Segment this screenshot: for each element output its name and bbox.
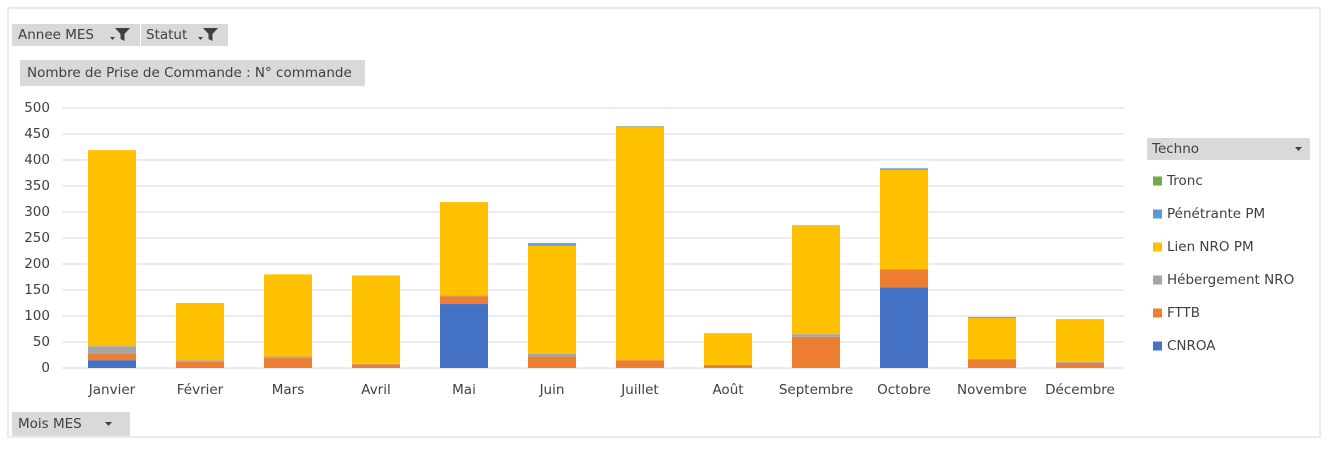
bar-segment [968, 318, 1016, 360]
y-tick-label: 150 [24, 282, 50, 298]
x-tick-label: Février [177, 382, 224, 398]
bar-segment [88, 150, 136, 347]
bar-segment [616, 360, 664, 368]
filter-icon [110, 28, 130, 41]
filter-button[interactable] [12, 24, 140, 46]
value-field-label: Nombre de Prise de Commande : N° command… [27, 65, 352, 81]
y-tick-label: 200 [24, 256, 50, 272]
legend-label: Hébergement NRO [1167, 272, 1294, 288]
bar-segment [352, 275, 400, 364]
value-field-button[interactable] [20, 60, 365, 86]
bar-segment [528, 353, 576, 357]
x-tick-label: Juin [539, 382, 565, 398]
bar-segment [528, 243, 576, 246]
bar-segment [616, 126, 664, 128]
legend-swatch [1153, 242, 1162, 252]
legend-label: FTTB [1167, 305, 1200, 321]
bar-segment [528, 356, 576, 368]
bar-segment [792, 225, 840, 227]
bar-segment [792, 336, 840, 368]
bar-segment [704, 364, 752, 368]
y-tick-label: 350 [24, 178, 50, 194]
legend-swatch [1153, 308, 1162, 318]
filter-label: Annee MES [18, 27, 94, 43]
legend-swatch [1153, 176, 1162, 186]
x-tick-label: Avril [361, 382, 391, 398]
bar-segment [88, 346, 136, 354]
x-tick-label: Novembre [957, 382, 1027, 398]
legend-label: Lien NRO PM [1167, 239, 1254, 255]
y-tick-label: 0 [41, 360, 50, 376]
legend-title-button[interactable] [1147, 138, 1310, 160]
legend-swatch [1153, 275, 1162, 285]
bar-segment [440, 296, 488, 305]
legend-swatch [1153, 341, 1162, 351]
bar-segment [1056, 361, 1104, 363]
bar-segment [792, 226, 840, 335]
legend-label: Pénétrante PM [1167, 206, 1265, 222]
bar-segment [176, 361, 224, 368]
bar-segment [528, 245, 576, 354]
filter-icon [198, 28, 218, 41]
bar-segment [1056, 319, 1104, 362]
x-tick-label: Août [712, 382, 743, 398]
y-tick-label: 50 [33, 334, 50, 350]
bar-segment [704, 333, 752, 365]
bar-segment [352, 364, 400, 368]
bar-segment [264, 356, 312, 359]
bar-segment [968, 317, 1016, 318]
bar-segment [880, 269, 928, 288]
y-tick-label: 500 [24, 100, 50, 116]
y-tick-label: 400 [24, 152, 50, 168]
x-tick-label: Décembre [1045, 382, 1115, 398]
bar-segment [616, 126, 664, 127]
y-tick-label: 300 [24, 204, 50, 220]
bar-segment [880, 168, 928, 170]
y-tick-label: 100 [24, 308, 50, 324]
x-tick-label: Juillet [620, 382, 658, 398]
axis-field-label: Mois MES [18, 416, 82, 432]
legend-label: Tronc [1166, 173, 1203, 189]
bar-segment [176, 360, 224, 362]
x-tick-label: Janvier [88, 382, 136, 398]
x-tick-label: Mars [272, 382, 305, 398]
dropdown-icon [105, 422, 112, 426]
bar-segment [88, 360, 136, 368]
bar-segment [616, 127, 664, 361]
bar-segment [352, 363, 400, 365]
x-tick-label: Septembre [779, 382, 853, 398]
bar-segment [968, 359, 1016, 368]
bar-segment [792, 334, 840, 337]
axis-field-button[interactable] [12, 412, 130, 436]
bar-segment [968, 317, 1016, 319]
bar-segment [440, 295, 488, 297]
x-tick-label: Octobre [877, 382, 931, 398]
legend-label: CNROA [1167, 338, 1216, 354]
bar-segment [880, 287, 928, 368]
bar-segment [264, 358, 312, 368]
y-tick-label: 450 [24, 126, 50, 142]
bar-segment [264, 274, 312, 357]
x-tick-label: Mai [452, 382, 476, 398]
filter-label: Statut [146, 27, 187, 43]
bar-segment [440, 304, 488, 368]
dropdown-icon [1295, 147, 1302, 151]
legend-swatch [1153, 209, 1162, 219]
bar-segment [880, 169, 928, 270]
legend-title: Techno [1151, 141, 1199, 157]
bar-segment [88, 353, 136, 361]
bar-segment [1056, 362, 1104, 368]
bar-segment [440, 202, 488, 296]
bar-segment [176, 303, 224, 361]
y-tick-label: 250 [24, 230, 50, 246]
